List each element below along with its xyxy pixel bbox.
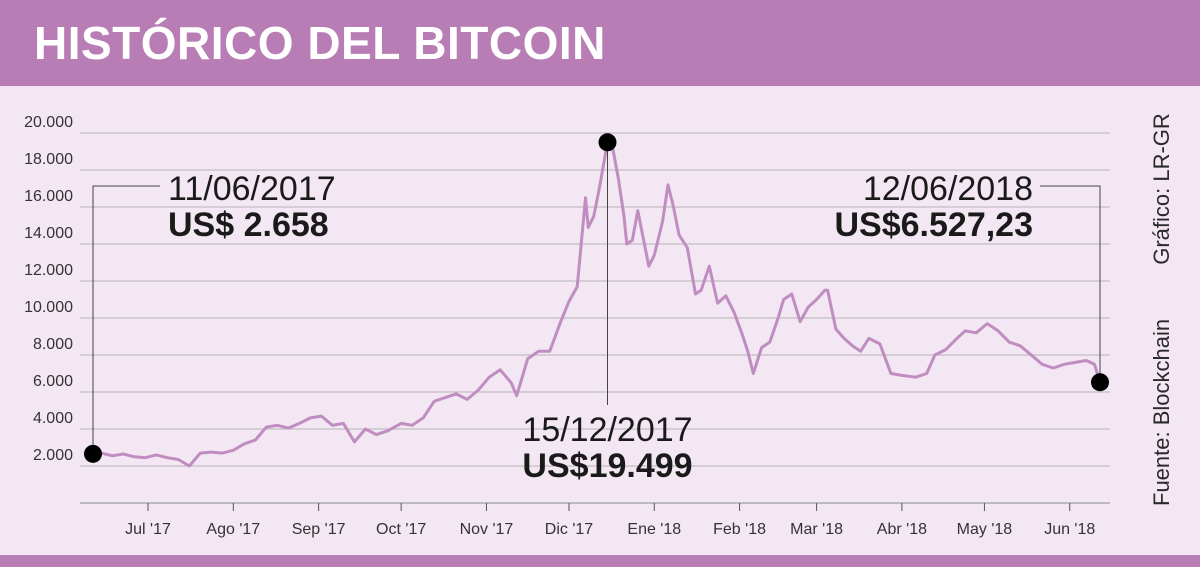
page-title: HISTÓRICO DEL BITCOIN (34, 17, 606, 69)
annotation-price: US$19.499 (522, 447, 692, 485)
x-tick-label: Nov '17 (460, 521, 514, 538)
data-point-marker (598, 133, 617, 152)
header-bar: HISTÓRICO DEL BITCOIN (0, 0, 1200, 86)
data-point-marker (84, 444, 102, 463)
x-tick-label: Mar '18 (790, 521, 843, 538)
series-line (91, 140, 1102, 468)
y-tick-label: 18.000 (24, 151, 73, 168)
annotation-price: US$6.527,23 (835, 206, 1034, 244)
x-tick-label: Jul '17 (125, 521, 171, 538)
x-tick-label: Dic '17 (545, 521, 594, 538)
x-tick-label: Ago '17 (206, 521, 260, 538)
y-tick-label: 2.000 (33, 447, 73, 464)
leader-line-start (92, 185, 160, 454)
x-tick-label: Abr '18 (877, 521, 927, 538)
y-tick-label: 8.000 (33, 336, 73, 353)
annotation-price: US$ 2.658 (168, 206, 329, 244)
y-axis-ticks: 2.000 4.000 6.000 8.000 10.000 12.000 14.000 16… (24, 114, 73, 464)
x-axis-ticks: Jul '17 Ago '17 Sep '17 Oct '17 Nov '17 Dic '… (125, 503, 1095, 538)
y-tick-label: 4.000 (33, 410, 73, 427)
source-label: Fuente: Blockchain (1149, 318, 1174, 506)
annotation-date: 11/06/2017 (168, 170, 336, 208)
y-tick-label: 10.000 (24, 299, 73, 316)
y-tick-label: 16.000 (24, 188, 73, 205)
footer-bar (0, 555, 1200, 567)
y-tick-label: 6.000 (33, 373, 73, 390)
y-tick-label: 12.000 (24, 262, 73, 279)
annotation-date: 15/12/2017 (522, 411, 692, 449)
annotation-date: 12/06/2018 (863, 170, 1033, 208)
leader-line-end (1040, 185, 1101, 383)
y-tick-label: 20.000 (24, 114, 73, 131)
x-tick-label: Oct '17 (376, 521, 426, 538)
y-tick-label: 14.000 (24, 225, 73, 242)
x-tick-label: May '18 (957, 521, 1013, 538)
data-point-marker (1091, 373, 1109, 392)
credit-label: Gráfico: LR-GR (1149, 113, 1174, 265)
x-tick-label: Ene '18 (627, 521, 681, 538)
x-tick-label: Feb '18 (713, 521, 766, 538)
x-tick-label: Sep '17 (292, 521, 346, 538)
x-tick-label: Jun '18 (1044, 521, 1095, 538)
series-group (91, 140, 1102, 468)
